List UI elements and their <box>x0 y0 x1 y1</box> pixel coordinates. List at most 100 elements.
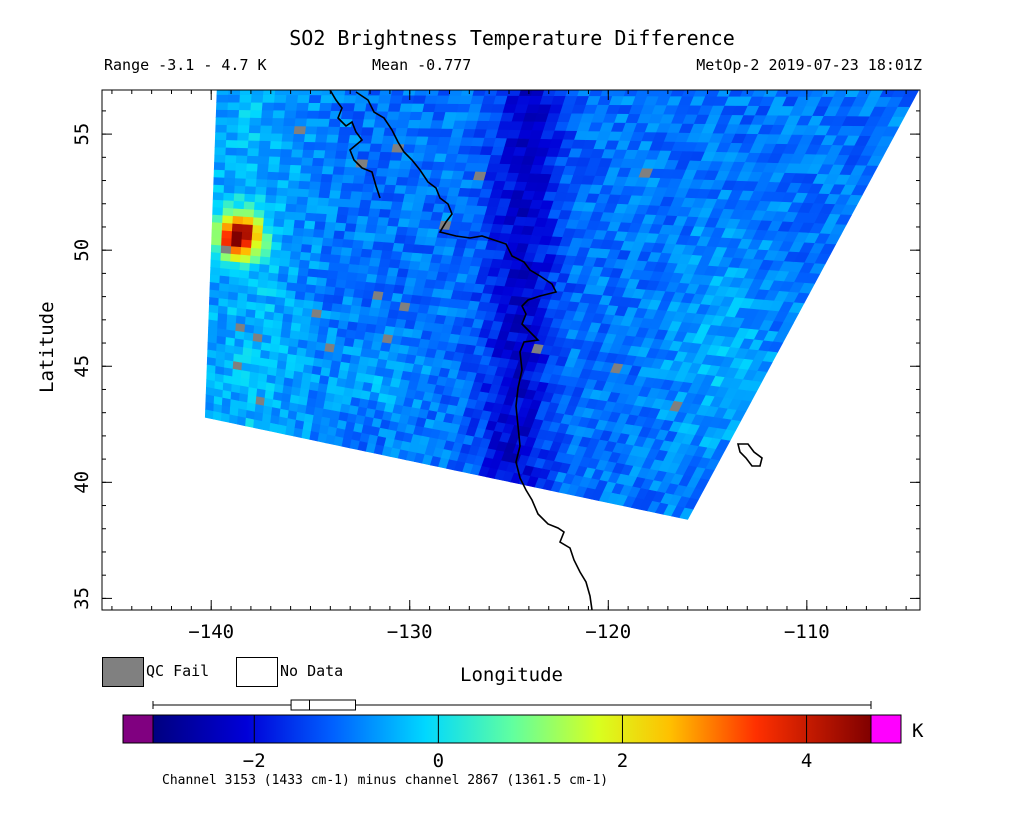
swath-cell <box>245 171 258 180</box>
swath-cell <box>316 126 330 136</box>
swath-cell <box>260 248 272 258</box>
swath-cell <box>284 110 297 120</box>
swath-cell <box>348 199 362 209</box>
swath-cell <box>303 141 316 151</box>
colorbar-tick-label: 4 <box>801 750 812 772</box>
swath-cell <box>237 285 249 295</box>
swath-cell <box>281 234 294 245</box>
swath-cell <box>335 214 349 224</box>
swath-cell <box>325 278 338 288</box>
swath-cell <box>428 128 443 138</box>
swath-cell <box>231 231 243 241</box>
swath-cell <box>308 324 320 335</box>
swath-cell <box>362 119 376 129</box>
swath-cell <box>405 128 420 138</box>
swath-cell <box>234 178 247 187</box>
swath-cell <box>218 298 229 308</box>
swath-cell <box>330 246 343 256</box>
swath-cell <box>216 94 229 104</box>
x-tick-label: −140 <box>188 621 234 643</box>
swath-cell <box>257 279 269 289</box>
swath-cell <box>333 344 345 355</box>
swath-cell <box>208 304 219 314</box>
swath-cell <box>242 224 254 234</box>
swath-cell <box>332 166 346 176</box>
swath-cell <box>386 168 400 178</box>
swath-cell <box>231 238 243 248</box>
swath-cell <box>246 155 259 165</box>
swath-cell <box>372 241 385 251</box>
swath-cell <box>337 320 350 331</box>
swath-cell <box>285 95 299 104</box>
swath-cell <box>262 95 276 104</box>
swath-cell <box>280 141 294 151</box>
x-tick-label: −130 <box>387 621 433 643</box>
swath-cell <box>253 209 266 219</box>
swath-cell <box>277 172 291 182</box>
swath-cell <box>342 103 356 112</box>
swath-cell <box>279 156 292 166</box>
swath-cell <box>250 94 264 104</box>
colorbar-under <box>122 714 154 744</box>
swath-cell <box>316 333 328 344</box>
swath-cell <box>284 297 296 308</box>
coastline <box>329 90 763 610</box>
swath-cell <box>244 316 256 327</box>
swath-cell <box>334 222 347 232</box>
swath-cell <box>343 231 356 241</box>
swath-cell <box>324 286 336 296</box>
swath-cell <box>265 194 277 204</box>
swath-cell <box>214 132 228 141</box>
swath-cell <box>288 172 301 182</box>
swath-cell <box>326 206 339 216</box>
no-data-swatch <box>236 657 278 687</box>
swath-cell <box>258 148 271 158</box>
swath-cell <box>293 427 304 439</box>
swath-cell <box>384 176 399 186</box>
swath-cell <box>278 164 291 174</box>
swath-cell <box>412 95 427 105</box>
swath-cell <box>314 221 327 231</box>
swath-cell <box>314 142 327 152</box>
swath-cell <box>261 233 274 243</box>
swath-cell <box>340 111 355 120</box>
swath-cell <box>293 299 305 309</box>
swath-cell <box>227 109 240 119</box>
swath-cell <box>251 90 265 96</box>
swath-cell <box>260 241 273 251</box>
swath-cell <box>310 244 323 255</box>
swath-cell <box>329 254 342 264</box>
swath-cell <box>246 293 258 304</box>
swath-cell <box>416 128 431 138</box>
swath-cell <box>426 136 441 146</box>
swath-cell <box>351 297 364 308</box>
swath-cell <box>241 231 253 241</box>
swath-cell <box>264 303 276 314</box>
swath-cell <box>373 233 387 243</box>
swath-cell <box>235 315 247 326</box>
swath-cell <box>309 316 322 327</box>
swath-cell <box>317 197 330 207</box>
swath-cell <box>282 313 294 324</box>
swath-cell <box>320 174 334 183</box>
swath-cell <box>322 351 335 362</box>
swath-cell <box>267 171 280 181</box>
swath-cell <box>389 95 404 105</box>
swath-cell <box>350 191 363 201</box>
swath-cell <box>299 251 312 262</box>
swath-cell <box>257 163 270 173</box>
swath-cell <box>312 301 324 311</box>
swath-cell <box>397 168 411 179</box>
swath-cell <box>212 192 225 201</box>
swath-cell <box>299 173 312 183</box>
swath-cell <box>299 323 311 334</box>
swath-cell <box>381 192 395 203</box>
swath-cell <box>380 143 394 153</box>
swath-cell <box>341 239 355 249</box>
swath-cell <box>229 261 241 271</box>
swath-cell <box>235 163 248 172</box>
swath-cell <box>352 289 365 299</box>
swath-cell <box>259 256 271 266</box>
swath-cell <box>381 135 396 145</box>
swath-cell <box>290 322 302 333</box>
